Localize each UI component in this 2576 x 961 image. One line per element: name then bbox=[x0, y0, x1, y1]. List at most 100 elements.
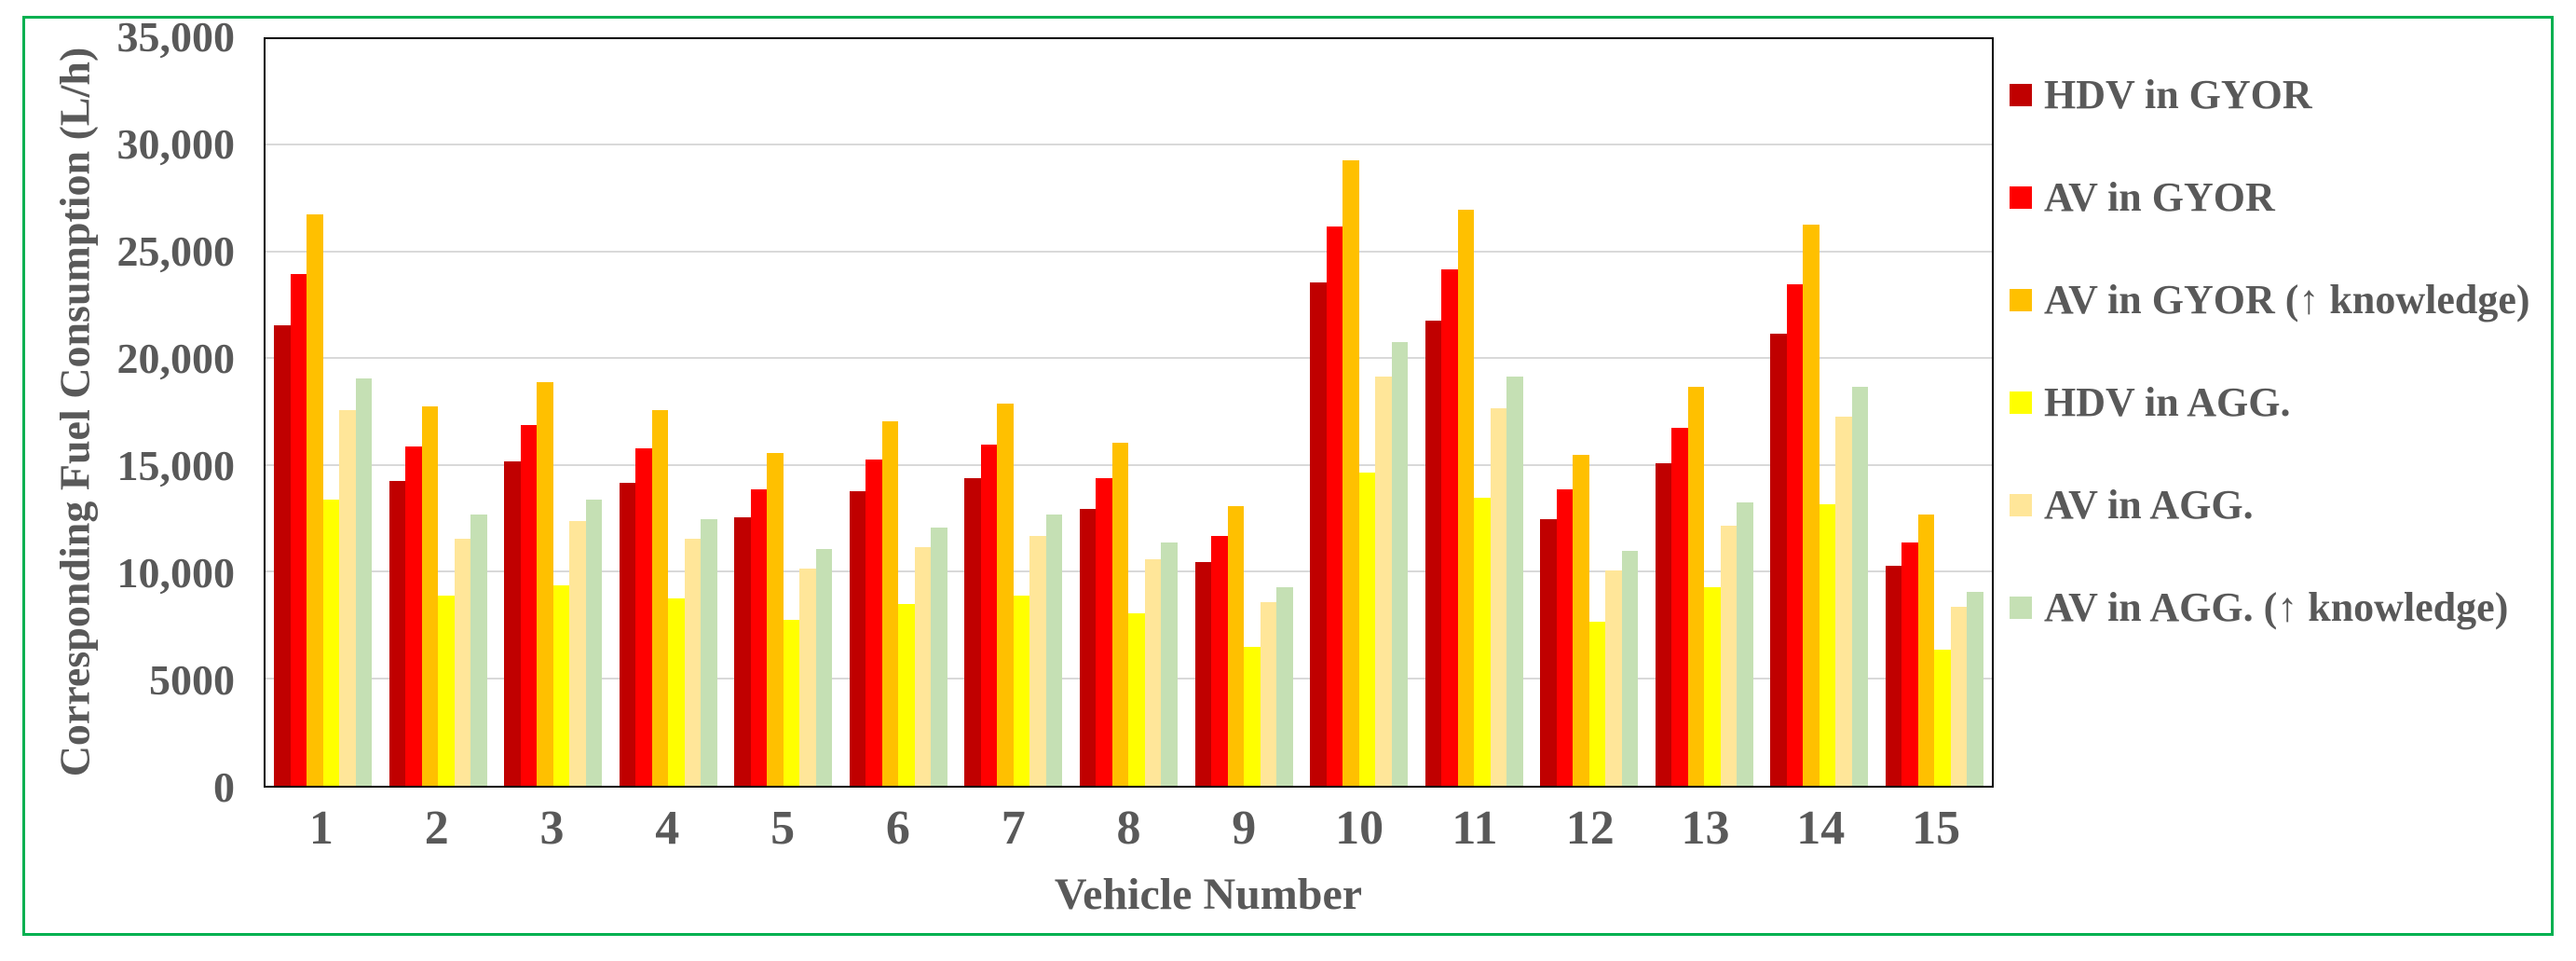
bar bbox=[750, 488, 768, 786]
bar bbox=[1655, 463, 1672, 786]
bar-group bbox=[1186, 39, 1302, 786]
bar bbox=[1573, 455, 1589, 786]
chart-outer-frame bbox=[22, 16, 2554, 936]
bar-group bbox=[841, 39, 957, 786]
bar bbox=[1950, 606, 1968, 786]
bar bbox=[1096, 478, 1112, 786]
legend-swatch bbox=[2010, 494, 2032, 516]
x-tick-label: 3 bbox=[539, 802, 565, 855]
x-tick-label: 5 bbox=[770, 802, 796, 855]
bar bbox=[438, 596, 455, 786]
bar bbox=[783, 619, 800, 786]
legend-label: AV in GYOR (↑ knowledge) bbox=[2044, 277, 2530, 323]
bar bbox=[1029, 536, 1046, 786]
bar bbox=[585, 500, 603, 786]
bar bbox=[1310, 281, 1327, 786]
bar bbox=[1786, 284, 1804, 786]
gridline bbox=[266, 357, 1992, 360]
bar bbox=[1326, 227, 1343, 786]
bar bbox=[388, 480, 406, 786]
x-tick-label: 1 bbox=[308, 802, 334, 855]
bar bbox=[339, 410, 356, 786]
bar bbox=[734, 516, 751, 786]
bar-group bbox=[1762, 39, 1877, 786]
bar bbox=[405, 446, 422, 786]
y-tick-label: 25,000 bbox=[116, 227, 236, 275]
bar bbox=[1556, 488, 1574, 786]
plot-area bbox=[264, 37, 1994, 788]
y-tick-label: 15,000 bbox=[116, 442, 236, 489]
bar bbox=[1770, 333, 1787, 786]
gridline bbox=[266, 570, 1992, 573]
bar bbox=[1803, 225, 1820, 786]
bar bbox=[1194, 561, 1212, 786]
bar bbox=[651, 410, 669, 786]
bar bbox=[1490, 407, 1507, 786]
bar bbox=[1111, 442, 1129, 786]
gridline bbox=[266, 463, 1992, 466]
bar bbox=[1457, 210, 1475, 786]
x-tick-label: 11 bbox=[1452, 802, 1498, 855]
bar-group bbox=[1416, 39, 1532, 786]
bar bbox=[1704, 587, 1721, 786]
bar bbox=[914, 546, 932, 786]
bar bbox=[684, 538, 702, 786]
bar bbox=[1343, 160, 1359, 786]
bar bbox=[1687, 387, 1705, 786]
y-tick-label: 10,000 bbox=[116, 549, 236, 597]
y-tick-label: 0 bbox=[213, 763, 235, 811]
bar bbox=[355, 378, 373, 786]
bar bbox=[307, 213, 323, 786]
bar bbox=[1375, 376, 1392, 786]
bar bbox=[1211, 536, 1228, 786]
bar bbox=[767, 452, 784, 786]
legend-swatch bbox=[2010, 391, 2032, 414]
bar bbox=[931, 528, 947, 786]
x-tick-label: 6 bbox=[885, 802, 910, 855]
bar bbox=[1474, 498, 1491, 786]
legend-swatch bbox=[2010, 597, 2032, 619]
bar bbox=[1276, 587, 1293, 786]
bar bbox=[865, 459, 882, 786]
bar bbox=[1424, 321, 1442, 786]
x-tick-label: 2 bbox=[424, 802, 449, 855]
bar bbox=[1079, 508, 1097, 786]
bar bbox=[1358, 472, 1376, 786]
bar bbox=[1737, 501, 1753, 786]
bar bbox=[1934, 649, 1951, 786]
bar bbox=[635, 448, 652, 786]
bar bbox=[274, 324, 291, 786]
bar bbox=[701, 518, 717, 786]
bar-group bbox=[496, 39, 611, 786]
bar bbox=[552, 584, 570, 786]
bar bbox=[1851, 387, 1869, 786]
bar bbox=[1901, 542, 1918, 786]
bar-group bbox=[956, 39, 1071, 786]
bar bbox=[1917, 515, 1935, 786]
bar bbox=[997, 404, 1014, 786]
bar bbox=[1819, 503, 1836, 786]
bar bbox=[815, 548, 833, 786]
bar bbox=[1161, 542, 1178, 786]
bar bbox=[619, 483, 636, 786]
legend-label: HDV in GYOR bbox=[2044, 72, 2312, 117]
legend-swatch bbox=[2010, 186, 2032, 209]
bar bbox=[1260, 602, 1277, 786]
bar bbox=[964, 478, 981, 786]
bar bbox=[1227, 506, 1245, 786]
y-tick-label: 30,000 bbox=[116, 120, 236, 168]
x-tick-label: 15 bbox=[1912, 802, 1961, 855]
legend-label: AV in GYOR bbox=[2044, 174, 2275, 220]
bar bbox=[1588, 621, 1606, 786]
x-tick-label: 9 bbox=[1232, 802, 1257, 855]
bar bbox=[1441, 269, 1458, 786]
bar bbox=[537, 382, 553, 786]
bar bbox=[470, 515, 487, 786]
bar bbox=[1506, 376, 1523, 786]
x-tick-label: 12 bbox=[1565, 802, 1615, 855]
bar bbox=[454, 538, 471, 786]
x-tick-label: 14 bbox=[1796, 802, 1846, 855]
bars-layer bbox=[266, 39, 1992, 786]
bar-group bbox=[1071, 39, 1187, 786]
